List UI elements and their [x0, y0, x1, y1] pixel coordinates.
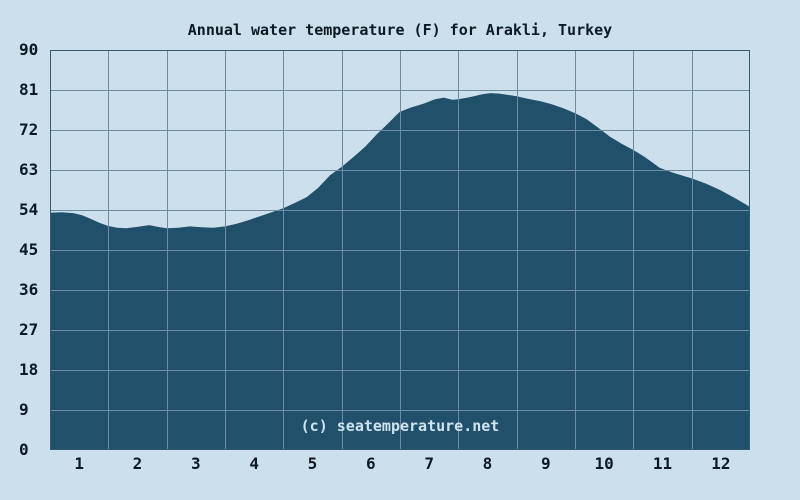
plot-border: [50, 50, 750, 450]
y-axis-tick-label: 90: [19, 40, 39, 59]
chart-title: Annual water temperature (F) for Arakli,…: [187, 21, 613, 39]
y-axis-tick-label: 54: [19, 200, 39, 219]
x-axis-month-label: 7: [424, 454, 434, 473]
x-axis-month-label: 10: [594, 454, 614, 473]
y-axis-tick-label: 45: [19, 240, 39, 259]
x-axis-month-label: 4: [249, 454, 259, 473]
x-axis-month-label: 8: [482, 454, 493, 473]
x-axis-month-label: 12: [711, 454, 731, 473]
x-axis-month-label: 5: [307, 454, 318, 473]
y-axis-tick-label: 63: [19, 160, 39, 179]
watermark-text: (c) seatemperature.net: [300, 417, 500, 435]
y-axis-tick-label: 9: [19, 400, 29, 419]
y-axis-tick-label: 72: [19, 120, 39, 139]
y-axis-tick-label: 0: [19, 440, 29, 459]
y-axis-tick-label: 81: [19, 80, 39, 99]
y-axis-tick-label: 27: [19, 320, 39, 339]
y-axis-tick-label: 36: [19, 280, 39, 299]
x-axis-month-label: 9: [541, 454, 551, 473]
x-axis-month-label: 6: [366, 454, 376, 473]
x-axis-month-label: 1: [74, 454, 84, 473]
y-axis-tick-label: 18: [19, 360, 39, 379]
x-axis-month-label: 3: [191, 454, 201, 473]
x-axis-month-label: 2: [132, 454, 143, 473]
x-axis-month-label: 11: [652, 454, 673, 473]
